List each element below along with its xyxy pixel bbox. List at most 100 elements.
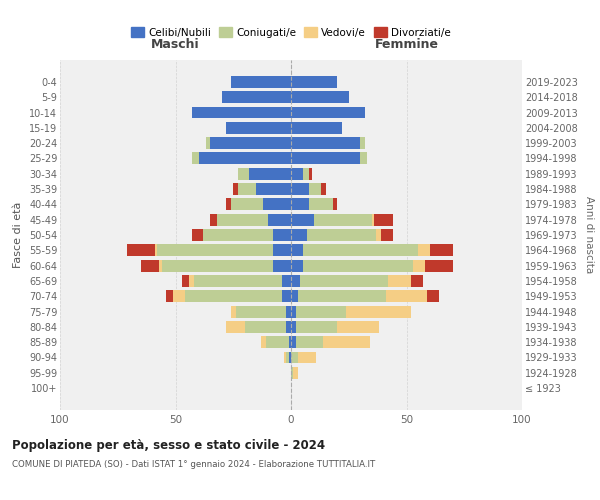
Bar (293, 367, 298, 379)
Bar (332, 198, 337, 210)
Bar (141, 260, 160, 272)
Bar (386, 290, 427, 302)
Bar (231, 198, 263, 210)
Bar (206, 137, 210, 149)
Bar (291, 306, 296, 318)
Bar (191, 106, 291, 118)
Legend: Celibi/Nubili, Coniugati/e, Vedovi/e, Divorziati/e: Celibi/Nubili, Coniugati/e, Vedovi/e, Di… (127, 23, 455, 42)
Bar (160, 260, 161, 272)
Bar (291, 275, 300, 287)
Bar (298, 290, 386, 302)
Bar (263, 198, 291, 210)
Bar (310, 168, 312, 179)
Bar (238, 168, 250, 179)
Bar (291, 229, 307, 241)
Bar (173, 290, 185, 302)
Bar (231, 306, 236, 318)
Bar (289, 352, 291, 364)
Bar (291, 168, 302, 179)
Bar (291, 290, 298, 302)
Bar (291, 336, 296, 348)
Bar (291, 106, 365, 118)
Bar (222, 91, 291, 103)
Bar (427, 290, 439, 302)
Bar (372, 214, 374, 226)
Y-axis label: Anni di nascita: Anni di nascita (584, 196, 595, 274)
Bar (217, 214, 268, 226)
Bar (282, 290, 291, 302)
Bar (300, 275, 388, 287)
Bar (282, 275, 291, 287)
Bar (203, 229, 272, 241)
Bar (291, 352, 298, 364)
Bar (413, 260, 425, 272)
Bar (226, 122, 291, 134)
Bar (296, 306, 346, 318)
Bar (310, 198, 332, 210)
Bar (210, 137, 291, 149)
Bar (388, 275, 411, 287)
Bar (286, 321, 291, 333)
Bar (314, 214, 372, 226)
Bar (291, 152, 360, 164)
Bar (190, 275, 194, 287)
Bar (360, 152, 367, 164)
Bar (166, 290, 173, 302)
Y-axis label: Fasce di età: Fasce di età (13, 202, 23, 268)
Bar (307, 229, 376, 241)
Bar (286, 306, 291, 318)
Bar (291, 260, 302, 272)
Bar (302, 168, 310, 179)
Bar (127, 244, 155, 256)
Bar (157, 244, 272, 256)
Bar (321, 183, 326, 195)
Bar (245, 321, 286, 333)
Bar (296, 321, 337, 333)
Bar (236, 306, 286, 318)
Bar (191, 229, 203, 241)
Bar (346, 306, 411, 318)
Bar (155, 244, 157, 256)
Bar (286, 352, 289, 364)
Bar (291, 367, 293, 379)
Bar (360, 137, 365, 149)
Bar (291, 214, 314, 226)
Bar (291, 137, 360, 149)
Bar (272, 244, 291, 256)
Bar (161, 260, 272, 272)
Bar (291, 183, 310, 195)
Bar (376, 229, 381, 241)
Bar (374, 214, 392, 226)
Bar (210, 214, 217, 226)
Bar (185, 290, 282, 302)
Bar (191, 152, 199, 164)
Bar (256, 183, 291, 195)
Bar (430, 244, 453, 256)
Bar (266, 336, 289, 348)
Bar (302, 244, 418, 256)
Bar (238, 183, 256, 195)
Bar (291, 76, 337, 88)
Bar (182, 275, 190, 287)
Bar (291, 198, 310, 210)
Bar (425, 260, 453, 272)
Bar (289, 336, 291, 348)
Bar (226, 321, 245, 333)
Bar (284, 352, 286, 364)
Bar (250, 168, 291, 179)
Bar (226, 198, 231, 210)
Bar (381, 229, 392, 241)
Bar (291, 91, 349, 103)
Bar (418, 244, 430, 256)
Bar (411, 275, 422, 287)
Bar (231, 76, 291, 88)
Bar (194, 275, 282, 287)
Bar (310, 183, 321, 195)
Bar (296, 336, 323, 348)
Bar (291, 244, 302, 256)
Bar (261, 336, 266, 348)
Bar (323, 336, 370, 348)
Bar (233, 183, 238, 195)
Text: COMUNE DI PIATEDA (SO) - Dati ISTAT 1° gennaio 2024 - Elaborazione TUTTITALIA.IT: COMUNE DI PIATEDA (SO) - Dati ISTAT 1° g… (12, 460, 375, 469)
Bar (302, 260, 413, 272)
